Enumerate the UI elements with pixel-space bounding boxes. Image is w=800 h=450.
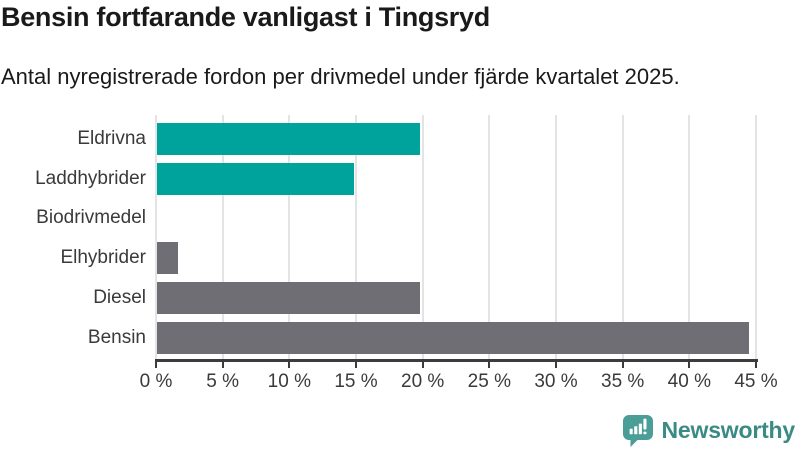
category-label: Diesel [93,286,146,308]
x-axis-tick [221,362,224,368]
x-axis-tick-label: 0 % [139,371,173,392]
gridline [555,115,557,359]
x-axis-tick-label: 25 % [467,371,511,392]
bar-elhybrider [157,242,179,275]
x-axis-tick-label: 5 % [206,371,240,392]
newsworthy-brand: Newsworthy [622,414,795,447]
x-axis-tick [555,362,557,368]
x-axis-tick [155,362,157,368]
gridline [288,115,291,359]
category-label: Biodrivmedel [36,207,146,229]
x-axis-tick-label: 20 % [401,371,445,392]
bar-laddhybrider [157,162,355,195]
x-axis-line [155,359,758,362]
gridline [221,115,224,359]
category-label: Elhybrider [60,247,146,269]
category-label: Bensin [87,326,146,348]
category-label: Eldrivna [77,128,146,149]
newsworthy-speech-bubble-chart-icon [622,415,653,447]
chart-title: Bensin fortfarande vanligast i Tingsryd [1,2,490,32]
x-axis-tick-label: 30 % [534,371,578,392]
x-axis-tick [488,362,491,368]
gridline [355,115,357,359]
gridline [688,115,691,359]
bar-bensin [157,321,749,354]
x-axis-tick-label: 10 % [267,371,311,392]
bar-chart: Eldrivna Laddhybrider Biodrivmedel Elhybrid… [35,115,778,392]
x-axis-tick [755,362,757,368]
x-axis-tick-label: 35 % [601,371,645,392]
gridline [621,115,624,359]
bar-eldrivna [157,123,420,155]
x-axis-tick [288,362,291,368]
chart-subtitle: Antal nyregistrerade fordon per drivmede… [1,64,680,89]
x-axis-tick [421,362,424,368]
x-axis-tick-label: 15 % [334,371,378,392]
category-label: Laddhybrider [35,167,146,189]
x-axis-tick [355,362,357,368]
bar-diesel [157,281,420,314]
x-axis-tick [621,362,624,368]
gridline [421,115,424,359]
newsworthy-brand-label: Newsworthy [661,417,796,443]
gridline [155,115,157,359]
x-axis-tick [688,362,691,368]
x-axis-tick-label: 45 % [734,371,778,392]
gridline [488,115,491,359]
x-axis-tick-label: 40 % [667,371,711,392]
gridline [755,115,757,359]
